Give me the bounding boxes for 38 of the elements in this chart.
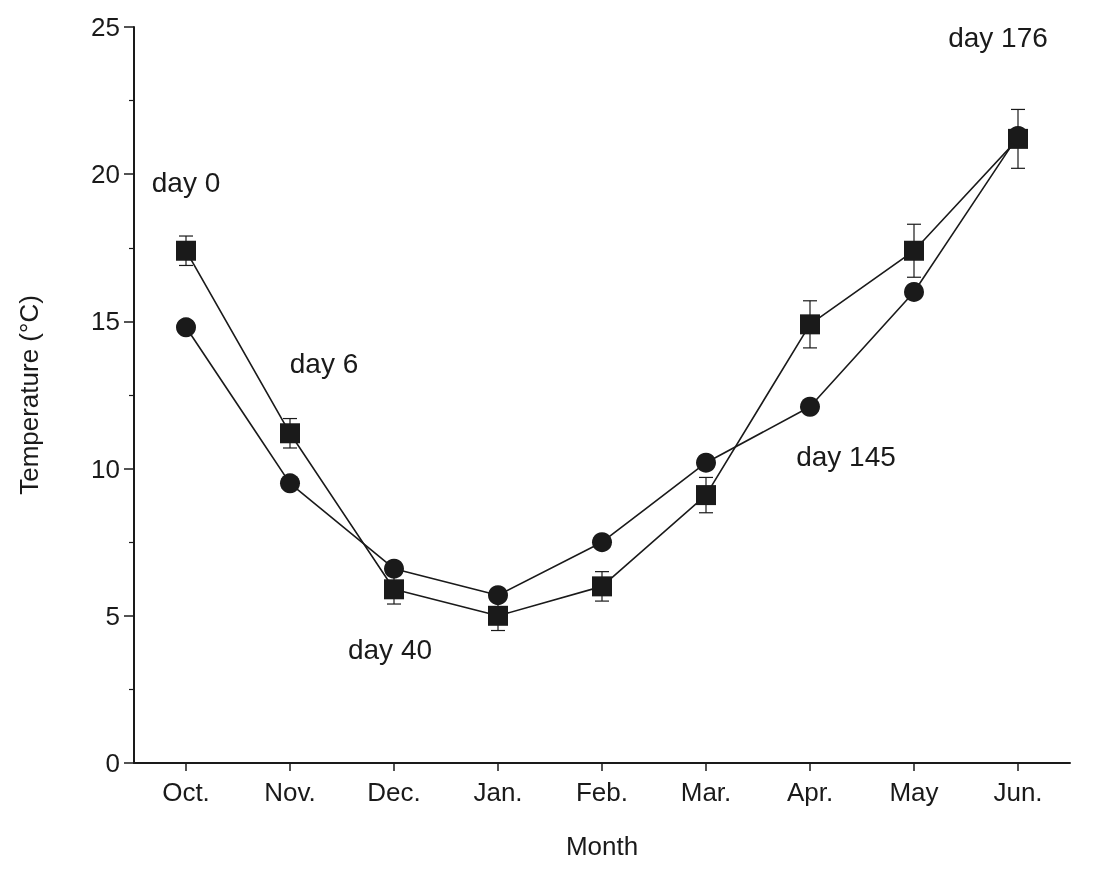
point xyxy=(176,317,196,338)
point xyxy=(800,396,820,417)
point xyxy=(904,240,924,261)
point xyxy=(280,423,300,444)
x-tick-label: Apr. xyxy=(786,777,834,807)
y-tick-label: 15 xyxy=(91,306,120,337)
y-tick-label: 10 xyxy=(91,453,120,484)
annotation: day 0 xyxy=(151,167,221,199)
x-tick-label: Dec. xyxy=(367,777,421,807)
point xyxy=(176,240,196,261)
x-tick-label: Nov. xyxy=(264,777,316,807)
point xyxy=(488,605,508,626)
point xyxy=(904,281,924,302)
point xyxy=(384,579,404,600)
y-tick-label: 25 xyxy=(91,12,120,42)
y-axis-title: Temperature (°C) xyxy=(14,295,44,495)
point xyxy=(592,532,612,553)
y-tick-label: 20 xyxy=(91,159,120,190)
x-tick-label: Jan. xyxy=(473,777,523,807)
y-tick-label: 5 xyxy=(105,600,120,631)
point xyxy=(696,485,716,506)
x-tick-label: Jun. xyxy=(993,777,1043,807)
point xyxy=(384,558,404,579)
y-tick-label: 0 xyxy=(105,748,120,778)
point xyxy=(800,314,820,335)
annotation: day 40 xyxy=(347,633,433,665)
x-axis-title: Month xyxy=(565,831,639,861)
x-tick-label: Oct. xyxy=(162,777,210,807)
x-tick-label: Mar. xyxy=(680,777,732,807)
annotation: day 145 xyxy=(796,441,896,473)
x-tick-label: Feb. xyxy=(575,777,629,807)
annotation: day 176 xyxy=(948,22,1048,54)
point xyxy=(280,473,300,494)
point xyxy=(592,576,612,597)
x-tick-label: May xyxy=(889,777,939,807)
point xyxy=(696,452,716,473)
point xyxy=(488,585,508,606)
annotation: day 6 xyxy=(289,347,359,379)
